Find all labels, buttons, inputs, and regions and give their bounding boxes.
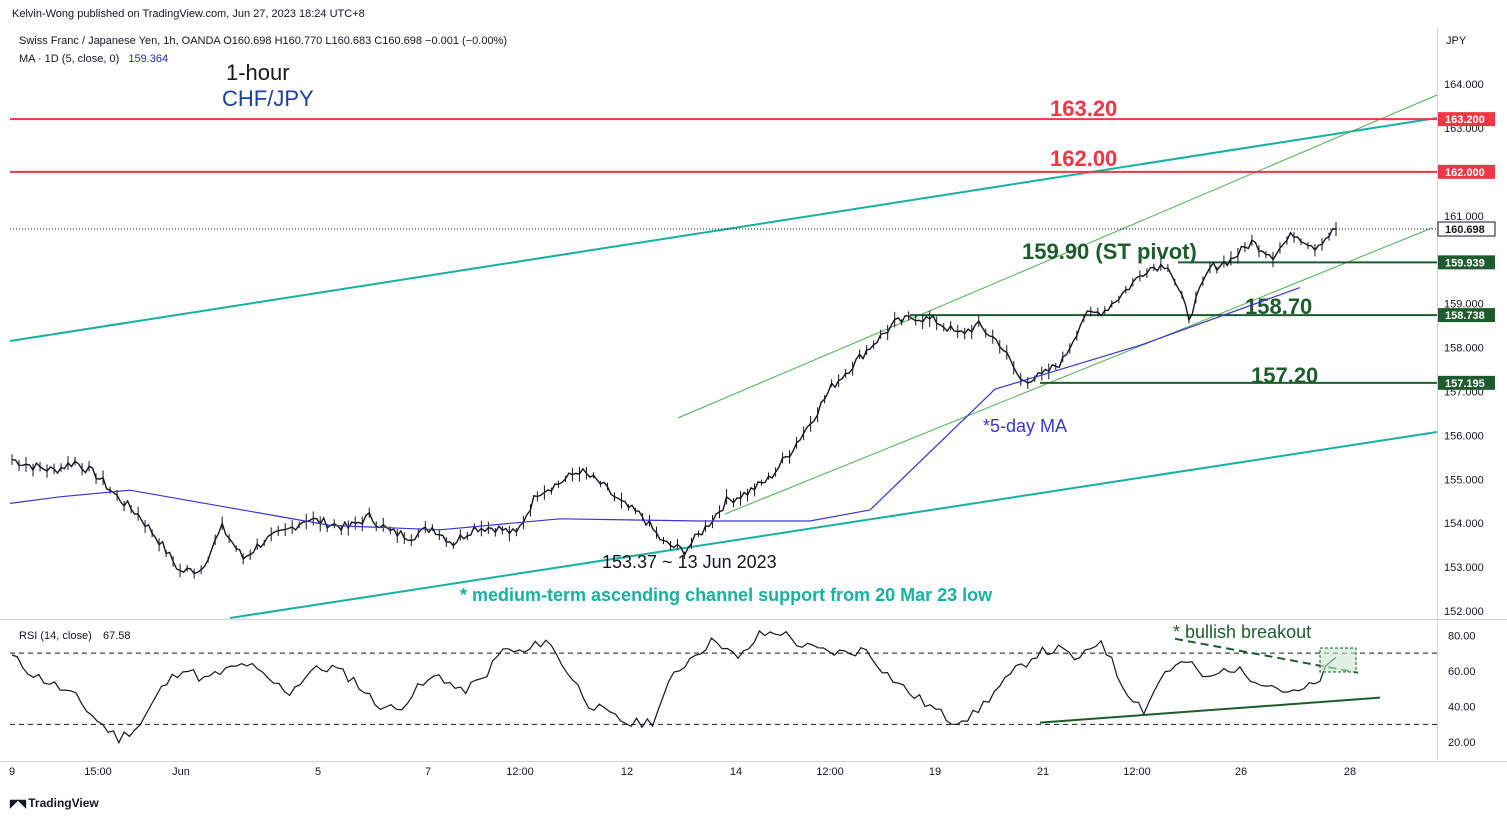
price-axis-tick: 156.000 [1444, 430, 1484, 442]
price-axis-tick: 155.000 [1444, 474, 1484, 486]
ma-5day-line [9, 287, 1301, 531]
time-axis-tick: 12:00 [816, 766, 844, 778]
rsi-legend-label: RSI (14, close) [19, 630, 92, 642]
channel-support-annotation: * medium-term ascending channel support … [460, 585, 993, 605]
price-axis-tick: 159.000 [1444, 299, 1484, 311]
chart-title: 1-hour [226, 60, 290, 85]
level-label: 157.20 [1251, 363, 1318, 388]
ma-annotation: *5-day MA [983, 416, 1067, 436]
rsi-breakout-annotation: * bullish breakout [1173, 622, 1311, 642]
rsi-axis-tick: 60.00 [1448, 666, 1476, 678]
time-axis-tick: 12:00 [1123, 766, 1151, 778]
chart-subtitle: CHF/JPY [222, 86, 314, 111]
level-axis-tag-bg [1438, 112, 1495, 127]
tradingview-logo[interactable]: ◤◥ TradingView [10, 796, 99, 810]
rsi-breakout-box [1319, 647, 1357, 673]
level-axis-tag-bg [1438, 255, 1495, 270]
time-axis-tick: 15:00 [84, 766, 112, 778]
symbol-ohlc-line[interactable]: Swiss Franc / Japanese Yen, 1h, OANDA O1… [19, 35, 508, 47]
time-axis-tick: 26 [1235, 766, 1247, 778]
published-by-text: Kelvin-Wong published on TradingView.com… [12, 8, 365, 20]
level-label: 158.70 [1245, 294, 1312, 319]
last-price-tag: 160.698 [1445, 224, 1485, 236]
level-label: 162.00 [1050, 146, 1117, 171]
time-axis-tick: 14 [730, 766, 742, 778]
rsi-axis-tick: 20.00 [1448, 737, 1476, 749]
low-annotation: 153.37 ~ 13 Jun 2023 [602, 552, 777, 572]
level-axis-tag-bg [1438, 308, 1495, 323]
price-axis-unit: JPY [1446, 35, 1467, 47]
last-price-tag-bg [1437, 221, 1496, 237]
tradingview-brand: TradingView [28, 796, 99, 810]
time-axis-tick: 9 [9, 766, 15, 778]
price-axis-tick: 153.000 [1444, 562, 1484, 574]
short-term-channel-upper-line [677, 94, 1438, 419]
level-axis-tag: 163.200 [1445, 114, 1485, 126]
price-axis-tick: 161.000 [1444, 211, 1484, 223]
level-label: 163.20 [1050, 96, 1117, 121]
rsi-axis-tick: 40.00 [1448, 702, 1476, 714]
short-term-channel-lower-line [724, 227, 1433, 515]
level-axis-tag: 159.939 [1445, 257, 1485, 269]
time-axis-tick: 7 [425, 766, 431, 778]
price-series-line [11, 228, 1337, 575]
ma-legend-value: 159.364 [128, 53, 169, 65]
ascending-channel-support-line [229, 431, 1438, 619]
ma-legend[interactable]: MA · 1D (5, close, 0) 159.364 [19, 53, 168, 65]
level-axis-tag: 162.000 [1445, 167, 1485, 179]
level-label: 159.90 (ST pivot) [1022, 239, 1197, 264]
rsi-support-trendline [1039, 696, 1381, 724]
time-axis-tick: 12:00 [506, 766, 534, 778]
rsi-line [11, 630, 1337, 745]
price-axis-tick: 158.000 [1444, 343, 1484, 355]
tradingview-logo-icon: ◤◥ [10, 798, 26, 810]
level-axis-tag-bg [1438, 164, 1495, 179]
time-axis-tick: 12 [621, 766, 633, 778]
time-axis-tick: 19 [929, 766, 941, 778]
time-axis-tick: Jun [172, 766, 190, 778]
rsi-axis-tick: 80.00 [1448, 630, 1476, 642]
level-axis-tag-bg [1438, 375, 1495, 390]
ascending-channel-upper-line [9, 117, 1438, 342]
price-axis-tick: 154.000 [1444, 518, 1484, 530]
time-axis-tick: 21 [1037, 766, 1049, 778]
price-axis-tick: 152.000 [1444, 606, 1484, 618]
level-axis-tag: 157.195 [1445, 378, 1485, 390]
level-axis-tag: 158.738 [1445, 310, 1485, 322]
price-axis-tick: 164.000 [1444, 79, 1484, 91]
ma-legend-label: MA · 1D (5, close, 0) [19, 53, 120, 65]
rsi-legend-value: 67.58 [103, 630, 131, 642]
rsi-resistance-trendline [1174, 637, 1359, 674]
time-axis-tick: 5 [315, 766, 321, 778]
time-axis-tick: 28 [1344, 766, 1356, 778]
